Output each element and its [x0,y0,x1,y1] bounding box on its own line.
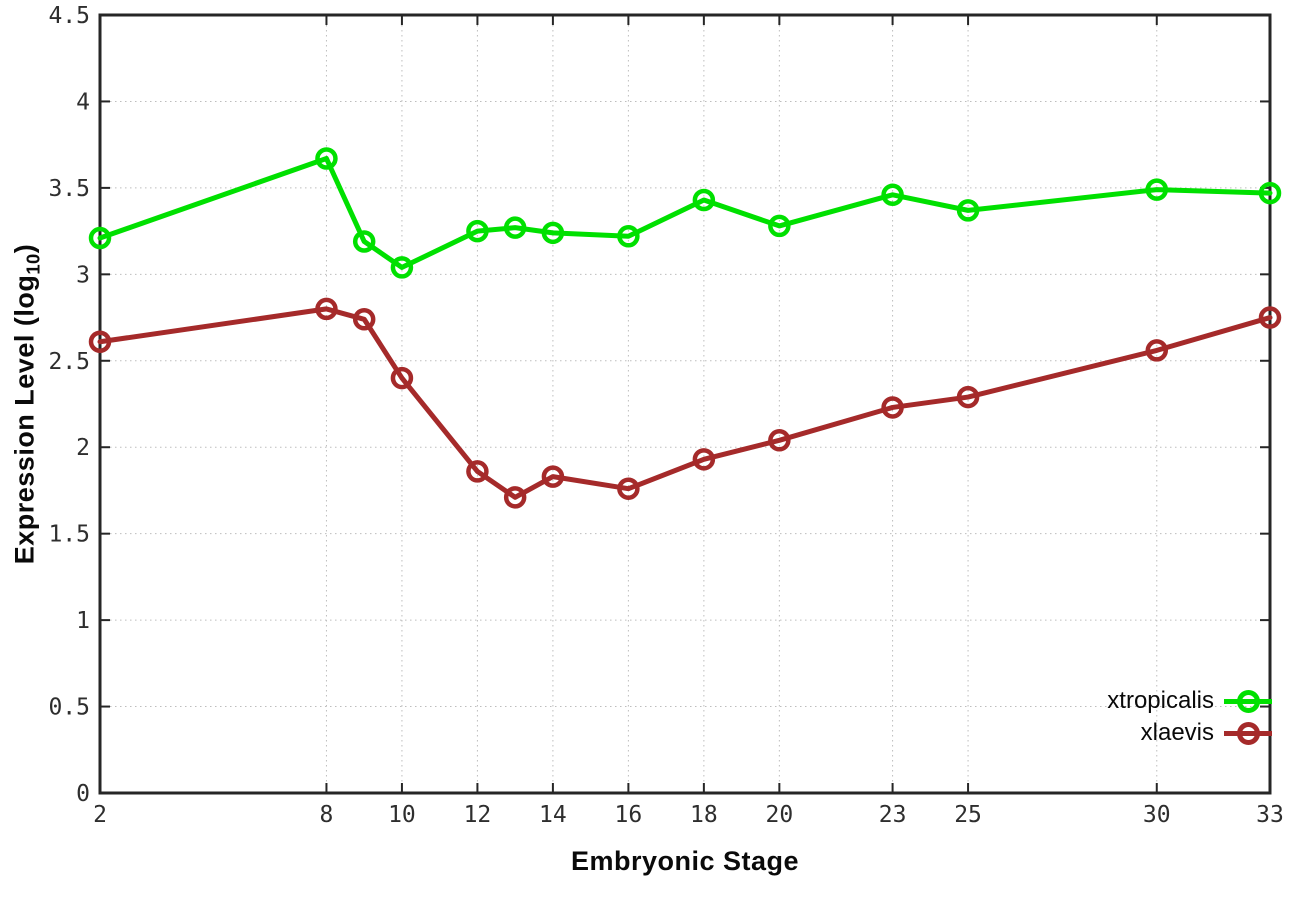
data-point-xtropicalis [1258,181,1282,205]
data-point-xlaevis [617,477,640,500]
plot-border [98,13,1272,795]
data-point-xtropicalis [768,214,791,238]
data-point-xtropicalis [466,219,489,243]
y-tick-label: 1.5 [48,522,90,548]
data-point-xlaevis [352,308,376,331]
y-axis-title-text: Expression Level (log [9,274,40,565]
x-tick-label: 2 [93,802,107,828]
data-point-xlaevis [956,385,980,409]
circle-marker-icon [1236,689,1260,713]
x-tick-label: 10 [388,802,416,828]
data-point-xlaevis [315,297,338,321]
data-point-xtropicalis [617,225,640,248]
y-tick-label: 3 [76,262,90,288]
data-point-xlaevis [1258,306,1282,329]
y-tick-label: 4.5 [48,3,90,29]
x-tick-label: 18 [690,802,718,828]
legend: xtropicalis xlaevis [1107,686,1272,748]
data-point-xtropicalis [352,230,376,253]
data-point-xtropicalis [503,216,527,239]
data-point-xlaevis [88,330,112,354]
x-tick-label: 16 [615,802,643,828]
data-point-xlaevis [881,396,904,419]
data-point-xtropicalis [315,147,338,170]
data-point-xtropicalis [956,199,980,222]
data-point-xlaevis [768,429,791,452]
y-tick-label: 2 [76,435,90,461]
legend-item-xtropicalis: xtropicalis [1107,686,1272,716]
data-point-xtropicalis [88,226,112,250]
x-tick-label: 12 [464,802,492,828]
x-tick-label: 23 [879,802,907,828]
legend-label-xtropicalis: xtropicalis [1107,687,1214,714]
y-tick-label: 1 [76,608,90,634]
x-tick-label: 14 [539,802,567,828]
y-axis-title-suffix: ) [9,243,40,254]
x-tick-label: 33 [1256,802,1284,828]
data-point-xtropicalis [881,183,904,207]
series-line-xtropicalis [97,155,1273,270]
series-line-xlaevis [97,306,1273,500]
data-point-xlaevis [1145,339,1169,362]
circle-marker-icon [1236,721,1260,745]
legend-label-xlaevis: xlaevis [1140,719,1214,746]
data-point-xtropicalis [692,188,716,212]
y-tick-label: 0.5 [48,695,90,721]
y-tick-label: 2.5 [48,349,90,375]
data-point-xtropicalis [390,256,414,279]
data-point-xtropicalis [541,221,565,245]
x-tick-label: 30 [1143,802,1171,828]
data-point-xtropicalis [1145,178,1169,201]
legend-marker-xtropicalis [1224,688,1272,714]
data-point-xlaevis [692,448,716,471]
x-tick-label: 25 [954,802,982,828]
legend-item-xlaevis: xlaevis [1107,718,1272,748]
data-point-xlaevis [541,465,565,488]
y-tick-label: 3.5 [48,176,90,202]
data-point-xlaevis [390,366,414,390]
y-axis-title: Expression Level (log10) [9,244,44,565]
x-axis-title: Embryonic Stage [570,846,800,876]
x-tick-label: 8 [320,802,334,828]
data-point-xlaevis [466,460,489,483]
y-axis-title-subscript: 10 [22,253,44,275]
legend-marker-xlaevis [1224,720,1272,746]
y-tick-label: 0 [76,781,90,807]
data-point-xlaevis [503,486,527,509]
x-tick-label: 20 [766,802,794,828]
y-tick-label: 4 [76,89,90,115]
